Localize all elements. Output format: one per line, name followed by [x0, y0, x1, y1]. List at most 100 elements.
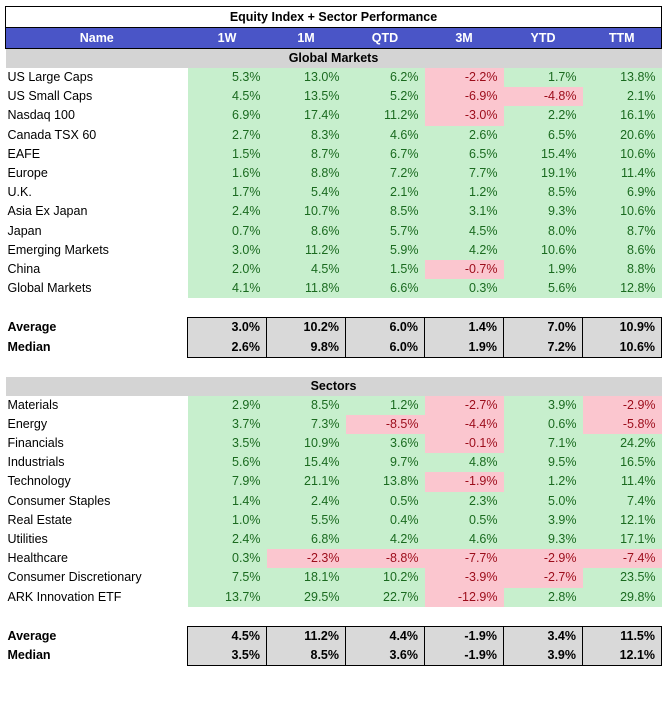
- table-row: Asia Ex Japan 2.4% 10.7% 8.5% 3.1% 9.3% 10.6%: [6, 202, 662, 222]
- row-value: 4.8%: [424, 453, 504, 473]
- row-name: Canada TSX 60: [7, 127, 97, 142]
- row-value: 3.1%: [424, 202, 504, 222]
- row-value: 11.8%: [266, 279, 346, 299]
- row-name: US Large Caps: [7, 70, 93, 85]
- spacer-cell: [6, 607, 662, 627]
- column-header-ttm: TTM: [582, 27, 663, 49]
- row-value: 11.4%: [582, 472, 662, 492]
- row-value: 6.8%: [266, 529, 346, 550]
- row-value: 4.5%: [424, 221, 504, 241]
- row-value: 16.1%: [582, 106, 662, 126]
- table-row: US Small Caps 4.5% 13.5% 5.2% -6.9% -4.8% 2.1%: [6, 87, 662, 107]
- table-row: Financials 3.5% 10.9% 3.6% -0.1% 7.1% 24.2%: [6, 434, 662, 454]
- spacer-cell: [6, 357, 662, 377]
- table-title: Equity Index + Sector Performance: [4, 6, 663, 28]
- summary-value: 10.9%: [581, 317, 663, 338]
- row-value: 0.6%: [503, 414, 583, 434]
- row-value: -2.3%: [266, 549, 346, 569]
- row-value: 10.6%: [582, 144, 662, 164]
- table-row: U.K. 1.7% 5.4% 2.1% 1.2% 8.5% 6.9%: [6, 183, 662, 203]
- row-value: 4.2%: [424, 240, 504, 260]
- row-value: 7.5%: [187, 568, 267, 588]
- row-value: 5.0%: [503, 491, 583, 511]
- row-value: 23.5%: [582, 568, 662, 588]
- table-row: Healthcare 0.3% -2.3% -8.8% -7.7% -2.9% -7.4%: [6, 549, 662, 569]
- summary-value: 2.6%: [187, 337, 267, 358]
- row-value: 9.5%: [503, 453, 583, 473]
- row-value: -4.8%: [503, 87, 583, 107]
- row-value: 8.6%: [266, 221, 346, 241]
- table-row: Europe 1.6% 8.8% 7.2% 7.7% 19.1% 11.4%: [6, 163, 662, 184]
- summary-row: Median 3.5% 8.5% 3.6% -1.9% 3.9% 12.1%: [6, 645, 663, 667]
- row-value: 1.4%: [187, 491, 267, 511]
- row-value: 2.8%: [503, 587, 583, 607]
- row-value: 7.3%: [266, 414, 346, 434]
- table-title-row: Equity Index + Sector Performance: [4, 6, 663, 28]
- row-value: 0.3%: [424, 279, 504, 299]
- row-value: 3.9%: [503, 395, 583, 415]
- row-value: 8.5%: [345, 202, 425, 222]
- column-header-name: Name: [5, 27, 188, 49]
- summary-value: 3.9%: [503, 645, 583, 667]
- row-name: Nasdaq 100: [7, 108, 75, 123]
- row-name: Financials: [7, 436, 64, 451]
- summary-row: Average 3.0% 10.2% 6.0% 1.4% 7.0% 10.9%: [6, 317, 663, 338]
- row-value: 2.7%: [187, 125, 267, 145]
- table-row: Consumer Discretionary 7.5% 18.1% 10.2% -3.9…: [6, 568, 662, 588]
- row-value: 5.6%: [503, 279, 583, 299]
- row-value: 17.1%: [582, 529, 662, 550]
- row-name: Industrials: [7, 455, 65, 470]
- row-value: 6.2%: [345, 68, 425, 88]
- row-value: 1.7%: [503, 68, 583, 88]
- column-header-1m: 1M: [266, 27, 346, 49]
- row-value: 8.5%: [266, 395, 346, 415]
- summary-value: 3.6%: [345, 645, 425, 667]
- row-value: 7.1%: [503, 434, 583, 454]
- row-value: 13.0%: [266, 68, 346, 88]
- table-row: Real Estate 1.0% 5.5% 0.4% 0.5% 3.9% 12.1%: [6, 510, 662, 530]
- row-name: US Small Caps: [7, 89, 93, 104]
- row-name: Asia Ex Japan: [7, 204, 88, 219]
- row-value: 2.3%: [424, 491, 504, 511]
- summary-value: 11.2%: [266, 625, 346, 646]
- row-value: 24.2%: [582, 434, 662, 454]
- summary-value: 8.5%: [266, 645, 346, 667]
- row-name: Consumer Discretionary: [7, 570, 142, 585]
- summary-value: 11.5%: [581, 625, 663, 646]
- row-value: 11.2%: [345, 106, 425, 126]
- row-value: 6.5%: [424, 144, 504, 164]
- row-value: 8.8%: [266, 163, 346, 184]
- summary-value: 10.2%: [266, 317, 346, 338]
- row-value: 4.5%: [187, 87, 267, 107]
- row-value: 0.5%: [424, 510, 504, 530]
- table-row: Technology 7.9% 21.1% 13.8% -1.9% 1.2% 11.4%: [6, 472, 662, 492]
- row-value: 22.7%: [345, 587, 425, 607]
- column-header-ytd: YTD: [503, 27, 583, 49]
- column-header-qtd: QTD: [345, 27, 425, 49]
- summary-value: 7.2%: [503, 337, 583, 358]
- row-value: 9.3%: [503, 529, 583, 550]
- row-name: Real Estate: [7, 512, 73, 527]
- row-value: -8.8%: [345, 549, 425, 569]
- row-value: -2.7%: [424, 395, 504, 415]
- row-value: 7.9%: [187, 472, 267, 492]
- row-value: 5.5%: [266, 510, 346, 530]
- summary-value: 3.4%: [503, 625, 583, 646]
- summary-value: 1.9%: [424, 337, 504, 358]
- column-header-3m: 3M: [424, 27, 504, 49]
- row-value: 7.7%: [424, 163, 504, 184]
- row-value: 1.0%: [187, 510, 267, 530]
- row-name: U.K.: [7, 185, 32, 200]
- row-value: 8.6%: [582, 240, 662, 260]
- table-row: Nasdaq 100 6.9% 17.4% 11.2% -3.0% 2.2% 16.1%: [6, 106, 662, 126]
- summary-value: 6.0%: [345, 337, 425, 358]
- summary-value: 7.0%: [503, 317, 583, 338]
- row-value: 4.2%: [345, 529, 425, 550]
- row-value: 29.8%: [582, 587, 662, 607]
- row-value: 12.8%: [582, 279, 662, 299]
- row-name: China: [7, 261, 41, 276]
- row-value: 2.6%: [424, 125, 504, 145]
- row-value: 1.2%: [345, 395, 425, 415]
- spacer-cell: [6, 298, 662, 318]
- row-name: Utilities: [7, 532, 48, 547]
